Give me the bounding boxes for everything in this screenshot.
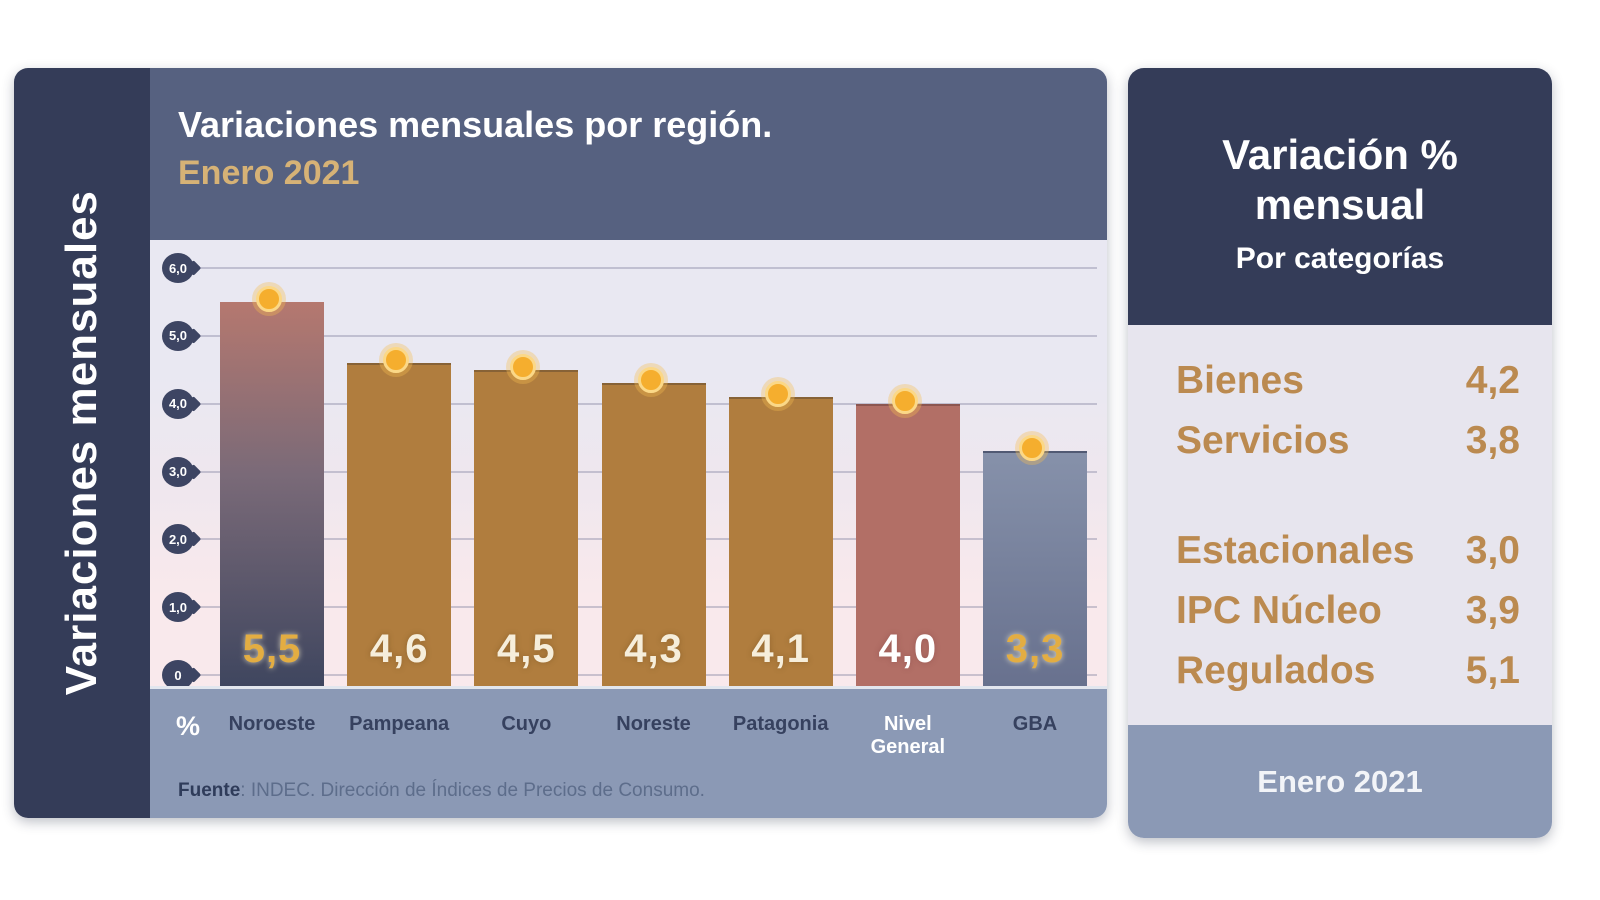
data-point-dot — [764, 380, 791, 407]
bar-value: 5,5 — [242, 627, 302, 671]
chart-column: Variaciones mensuales por región. Enero … — [150, 68, 1107, 818]
category-value: 3,9 — [1465, 589, 1520, 632]
source-note: Fuente: INDEC. Dirección de Índices de P… — [178, 780, 705, 802]
y-tick-label: 5,0 — [162, 320, 194, 351]
left-vertical-banner: Variaciones mensuales — [14, 68, 150, 818]
y-tick-label: 4,0 — [162, 388, 194, 419]
bar-value: 4,6 — [369, 627, 429, 671]
bar-value: 4,5 — [497, 627, 556, 671]
category-row: Regulados 5,1 — [1176, 649, 1520, 709]
categories-title-line1: Variación % — [1222, 131, 1458, 178]
category-row: Bienes 4,2 — [1176, 359, 1520, 419]
chart-subtitle: Enero 2021 — [178, 154, 360, 192]
category-group-spacer — [1176, 479, 1520, 529]
x-axis-label: Noreste — [616, 713, 691, 735]
categories-panel: Variación % mensual Por categorías Biene… — [1128, 68, 1552, 838]
category-label: Bienes — [1176, 359, 1304, 402]
chart-header: Variaciones mensuales por región. Enero … — [150, 68, 1107, 240]
category-value: 4,2 — [1465, 359, 1520, 402]
y-axis-unit-label: % — [175, 711, 200, 741]
categories-panel-header: Variación % mensual Por categorías — [1128, 68, 1552, 325]
bar — [347, 362, 452, 686]
category-value: 3,8 — [1465, 419, 1520, 462]
x-axis-label: Cuyo — [501, 713, 552, 735]
data-point-dot — [256, 285, 282, 312]
x-axis-row: % Fuente: INDEC. Dirección de Índices de… — [150, 686, 1107, 818]
categories-title-line2: mensual — [1254, 181, 1426, 228]
x-axis-label: Noroeste — [228, 713, 316, 735]
data-point-dot — [383, 346, 410, 373]
regions-chart-card: Variaciones mensuales Variaciones mensua… — [14, 68, 1107, 818]
bar — [474, 369, 579, 686]
vertical-banner-label: Variaciones mensuales — [57, 190, 106, 696]
data-point-dot — [1019, 435, 1046, 462]
categories-footer-label: Enero 2021 — [1257, 763, 1423, 799]
x-axis-label: Pampeana — [349, 713, 450, 735]
bar — [220, 301, 324, 686]
y-tick-label: 3,0 — [162, 456, 194, 487]
y-tick-label: 0 — [162, 660, 194, 686]
bar-value: 4,3 — [624, 627, 683, 671]
y-tick-label: 2,0 — [162, 524, 194, 555]
category-label: IPC Núcleo — [1176, 589, 1382, 632]
categories-list: Bienes 4,2 Servicios 3,8 Estacionales 3,… — [1128, 325, 1552, 725]
chart-title: Variaciones mensuales por región. — [178, 104, 773, 145]
category-label: Servicios — [1176, 419, 1350, 462]
bar-value: 3,3 — [1005, 627, 1065, 671]
category-row: IPC Núcleo 3,9 — [1176, 589, 1520, 649]
x-axis-label: Patagonia — [732, 713, 829, 735]
plot-area: 6,0 5,0 4,0 3,0 2,0 1,0 0 5,5 4,6 4,5 4,3 4,1 4,0 3,3 — [150, 240, 1107, 686]
bar-value: 4,1 — [751, 627, 810, 671]
bar — [601, 383, 706, 686]
data-point-dot — [510, 353, 537, 380]
source-text: : INDEC. Dirección de Índices de Precios… — [240, 780, 705, 801]
gridline — [186, 334, 1097, 337]
category-label: Estacionales — [1176, 529, 1415, 572]
category-value: 5,1 — [1465, 649, 1520, 692]
category-row: Servicios 3,8 — [1176, 419, 1520, 479]
category-row: Estacionales 3,0 — [1176, 529, 1520, 589]
data-point-dot — [891, 387, 918, 414]
y-tick-label: 6,0 — [162, 253, 194, 284]
source-prefix: Fuente — [178, 780, 241, 801]
x-axis-label: Nivel General — [870, 713, 946, 758]
category-label: Regulados — [1176, 649, 1376, 692]
bar-value: 4,0 — [878, 627, 938, 671]
x-axis-label: GBA — [1012, 713, 1058, 735]
y-tick-label: 1,0 — [162, 592, 194, 623]
categories-panel-title: Variación % mensual — [1128, 130, 1552, 230]
category-value: 3,0 — [1465, 529, 1520, 572]
data-point-dot — [637, 367, 664, 394]
gridline — [186, 267, 1097, 270]
categories-panel-footer: Enero 2021 — [1128, 725, 1552, 838]
categories-panel-subtitle: Por categorías — [1235, 242, 1445, 275]
